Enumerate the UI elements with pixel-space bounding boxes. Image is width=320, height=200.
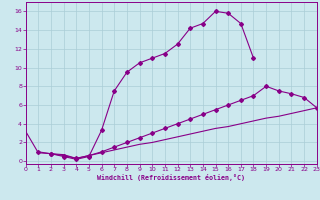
X-axis label: Windchill (Refroidissement éolien,°C): Windchill (Refroidissement éolien,°C): [97, 174, 245, 181]
